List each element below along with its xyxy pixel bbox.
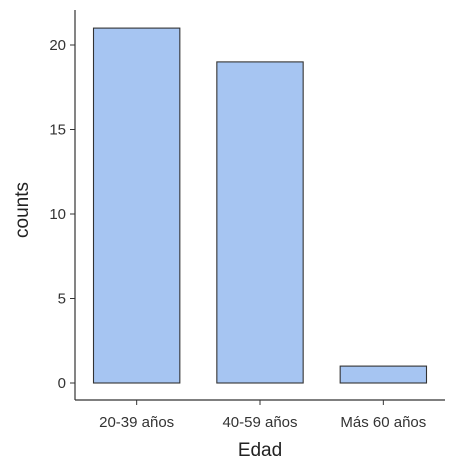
- y-axis-title: counts: [12, 182, 33, 238]
- y-tick-label: 20: [49, 37, 66, 54]
- y-tick-label: 5: [58, 291, 66, 308]
- bar: [92, 27, 181, 384]
- x-tick-label: Más 60 años: [340, 414, 426, 431]
- y-axis-ticks: 0 5 10 15 20: [49, 37, 75, 392]
- x-tick-label: 20-39 años: [99, 414, 174, 431]
- bar: [339, 365, 428, 384]
- y-tick-label: 0: [58, 375, 66, 392]
- bar: [216, 61, 304, 384]
- y-tick-label: 15: [49, 122, 66, 139]
- bars: [92, 27, 428, 384]
- x-axis-ticks: 20-39 años 40-59 años Más 60 años: [99, 400, 426, 431]
- x-axis-title: Edad: [238, 440, 282, 461]
- y-tick-label: 10: [49, 206, 66, 223]
- x-tick-label: 40-59 años: [222, 414, 297, 431]
